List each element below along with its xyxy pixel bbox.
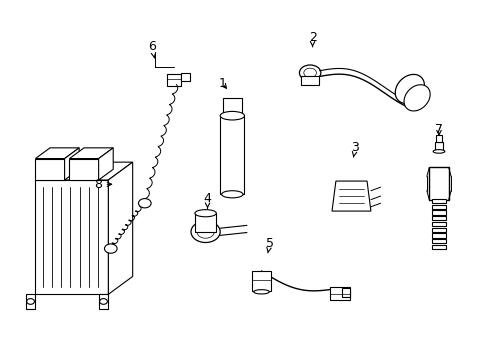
Ellipse shape [432, 150, 444, 153]
Polygon shape [35, 180, 108, 294]
Circle shape [191, 221, 220, 243]
Polygon shape [35, 158, 64, 180]
Circle shape [303, 68, 316, 77]
Circle shape [197, 225, 214, 238]
Bar [222, 98, 242, 116]
Text: 4: 4 [203, 192, 211, 208]
Ellipse shape [195, 210, 216, 217]
Ellipse shape [220, 111, 244, 120]
Polygon shape [99, 148, 113, 180]
Polygon shape [69, 158, 99, 180]
Ellipse shape [221, 191, 243, 198]
Bar [431, 245, 445, 249]
Polygon shape [35, 162, 132, 180]
Bar [435, 135, 441, 143]
Ellipse shape [394, 75, 424, 103]
Ellipse shape [253, 290, 269, 294]
Text: 1: 1 [218, 77, 226, 90]
Text: 6: 6 [148, 40, 156, 58]
Circle shape [138, 199, 151, 208]
Bar [431, 239, 445, 243]
Bar [341, 288, 349, 297]
Bar [220, 116, 244, 194]
Polygon shape [69, 148, 113, 158]
Text: 7: 7 [434, 123, 442, 136]
Text: 5: 5 [265, 237, 273, 253]
Polygon shape [331, 181, 370, 211]
Circle shape [299, 65, 320, 81]
Bar [301, 76, 318, 85]
Bar [434, 143, 442, 152]
Text: 2: 2 [308, 31, 316, 46]
Bar [431, 228, 445, 232]
Polygon shape [64, 148, 79, 180]
Bar [431, 216, 445, 220]
Bar [428, 167, 448, 200]
Text: 8: 8 [94, 178, 111, 191]
Polygon shape [35, 148, 79, 158]
Polygon shape [26, 294, 35, 309]
Bar [431, 204, 445, 209]
Bar [431, 199, 445, 203]
Bar [431, 233, 445, 238]
Polygon shape [108, 162, 132, 294]
Bar [195, 213, 216, 232]
Text: 3: 3 [351, 141, 359, 157]
Bar [329, 287, 349, 300]
Polygon shape [99, 294, 108, 309]
Bar [251, 271, 271, 291]
Bar [181, 73, 190, 81]
Bar [166, 73, 181, 86]
Ellipse shape [403, 85, 429, 111]
Bar [431, 210, 445, 215]
Bar [431, 222, 445, 226]
Circle shape [104, 244, 117, 253]
